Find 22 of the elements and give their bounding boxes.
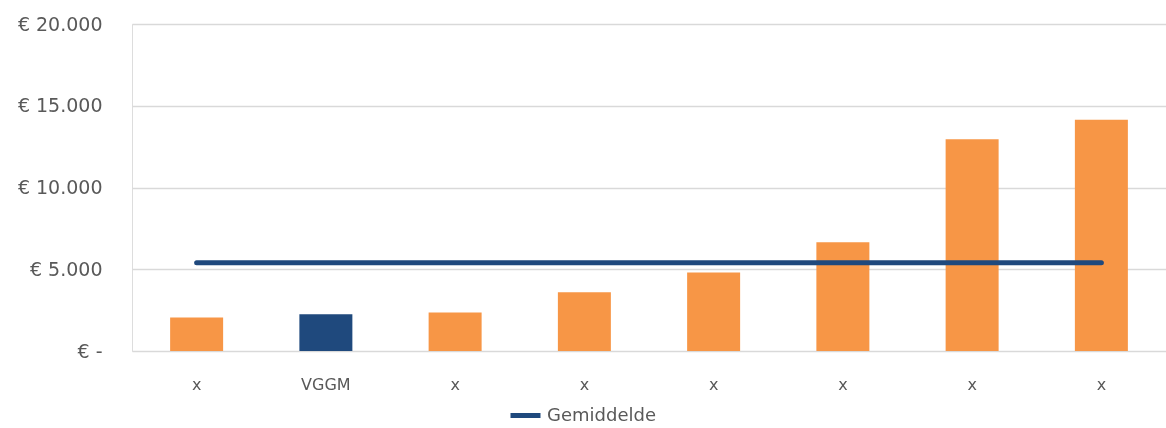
- x-tick-label: x: [838, 374, 848, 394]
- y-tick-label: € 10.000: [17, 176, 103, 198]
- bar: [170, 317, 224, 351]
- bar: [816, 242, 870, 351]
- x-tick-label: x: [450, 374, 460, 394]
- x-tick-label: x: [191, 374, 202, 394]
- x-tick-label: x: [579, 374, 590, 394]
- bar: [687, 272, 741, 351]
- x-tick-label: x: [967, 374, 977, 394]
- legend-label: Gemiddelde: [547, 403, 656, 425]
- x-tick-label: x: [1096, 374, 1107, 394]
- y-tick-label: € 15.000: [17, 94, 103, 117]
- bar: [557, 292, 611, 351]
- x-tick-label: VGGM: [301, 374, 351, 394]
- y-tick-label: € -: [77, 339, 103, 362]
- x-tick-label: x: [708, 374, 719, 394]
- bar: [1074, 119, 1128, 351]
- y-tick-label: € 5.000: [29, 257, 103, 280]
- bar: [428, 312, 482, 351]
- bar: [945, 139, 999, 351]
- bar: [299, 314, 353, 351]
- y-tick-label: € 20.000: [17, 12, 103, 35]
